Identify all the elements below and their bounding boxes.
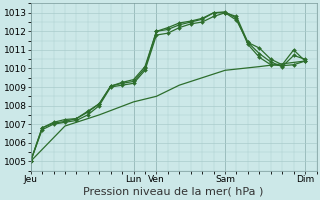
X-axis label: Pression niveau de la mer( hPa ): Pression niveau de la mer( hPa ) [84, 187, 264, 197]
